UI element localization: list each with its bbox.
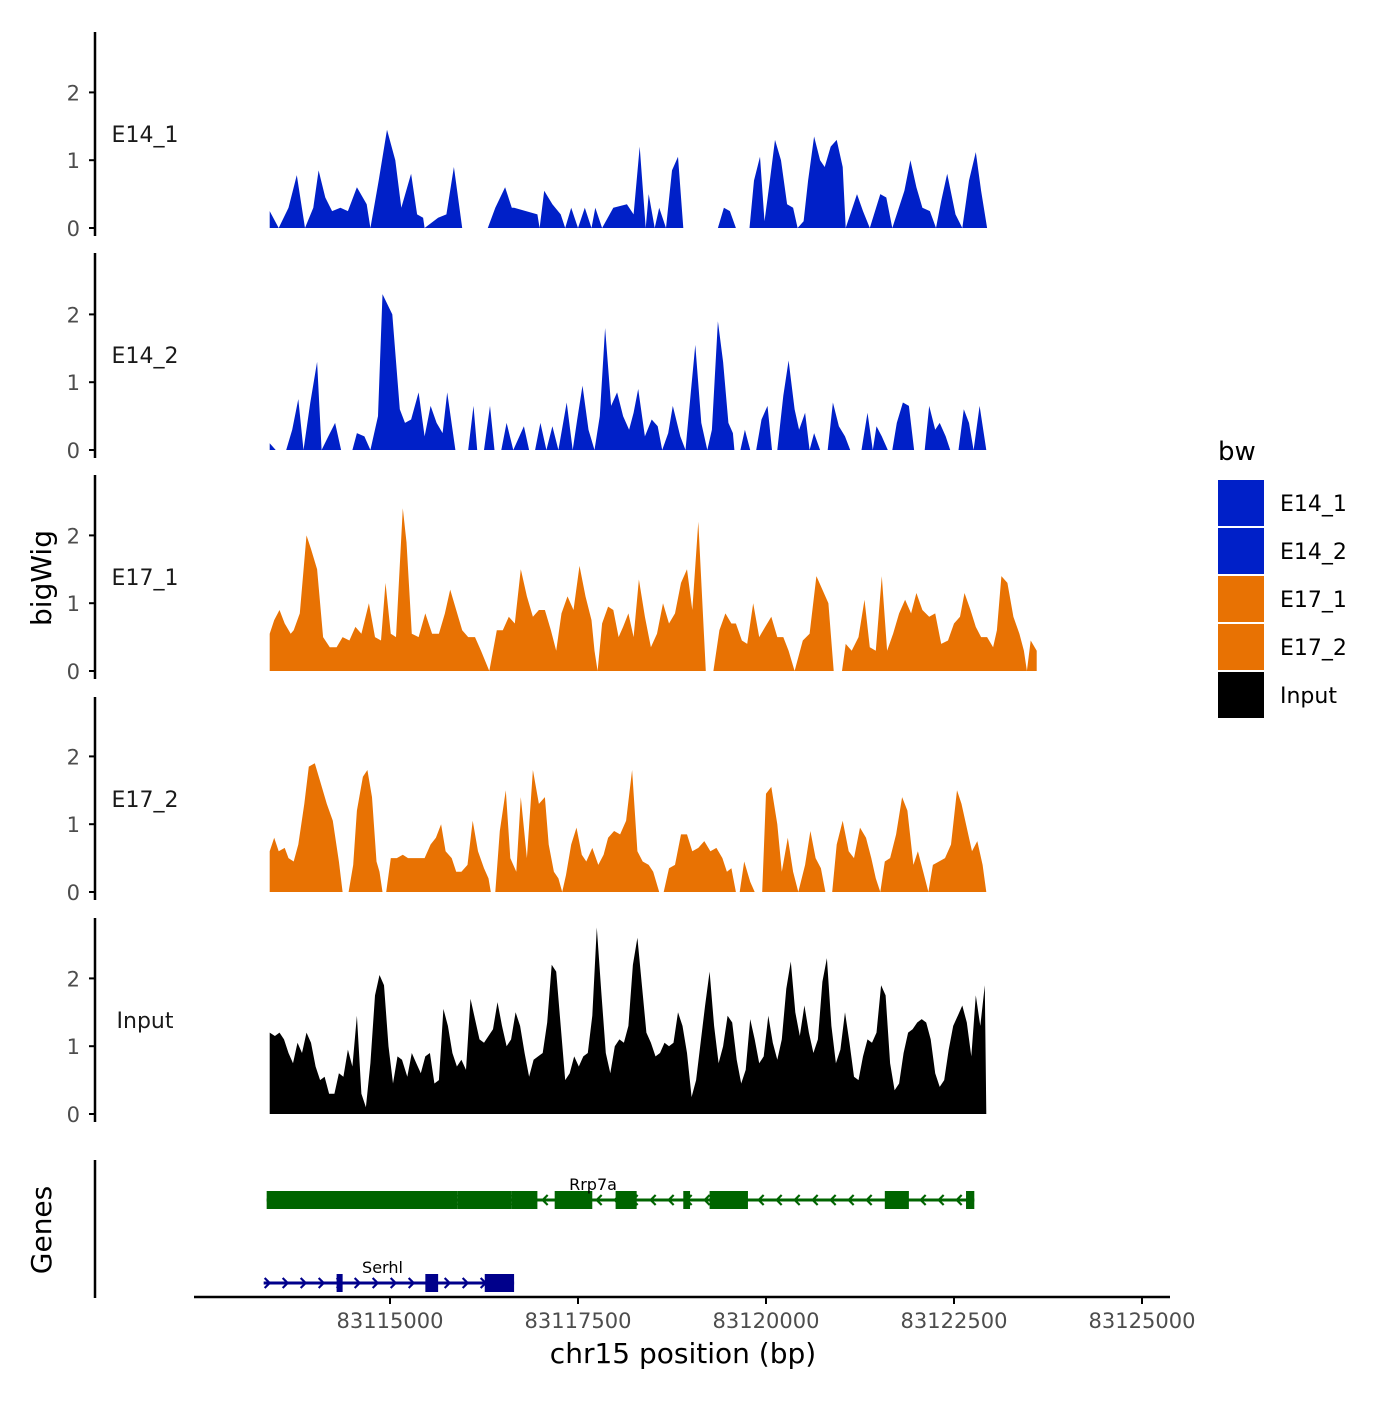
y-tick-label: 1 (67, 149, 80, 173)
strand-arrow (919, 1194, 927, 1206)
strand-arrow (865, 1194, 873, 1206)
strand-arrow (281, 1277, 290, 1289)
strand-arrow (847, 1194, 855, 1206)
x-tick-label: 83122500 (901, 1309, 1008, 1333)
y-tick-label: 2 (67, 524, 80, 548)
genes-axis-label: Genes (25, 1186, 58, 1274)
x-tick-label: 83120000 (713, 1309, 820, 1333)
gene-exon (709, 1191, 748, 1209)
track-label: Input (117, 1009, 174, 1034)
track-E14_1: 0 1 2 E14_1 (67, 32, 988, 241)
strand-arrow (443, 1277, 452, 1289)
gene-Rrp7a: Rrp7a (266, 1175, 975, 1209)
y-tick-label: 2 (67, 967, 80, 991)
legend-swatch-E17_1 (1218, 576, 1264, 622)
gene-exon (615, 1191, 637, 1209)
y-tick-label: 1 (67, 592, 80, 616)
legend-label-Input: Input (1280, 684, 1337, 709)
gene-exon (425, 1274, 439, 1292)
track-E17_1: 0 1 2 E17_1 (67, 475, 1037, 684)
y-tick-label: 2 (67, 303, 80, 327)
y-tick-label: 1 (67, 371, 80, 395)
strand-arrow (389, 1277, 398, 1289)
track-area-E14_1 (269, 129, 988, 228)
track-label: E14_2 (112, 344, 179, 369)
legend-title: bw (1218, 437, 1256, 467)
x-axis: 83115000 83117500 83120000 83122500 83125000 (194, 1295, 1196, 1333)
strand-arrow (371, 1277, 380, 1289)
strand-arrow (703, 1194, 711, 1206)
track-E14_2: 0 1 2 E14_2 (67, 253, 987, 463)
x-tick-label: 83117500 (525, 1309, 632, 1333)
gene-label: Rrp7a (569, 1175, 617, 1194)
x-tick-label: 83115000 (337, 1309, 444, 1333)
gene-exon (554, 1191, 593, 1209)
strand-arrow (461, 1277, 470, 1289)
gene-exon (484, 1274, 515, 1292)
legend-swatch-E14_1 (1218, 480, 1264, 526)
strand-arrow (649, 1194, 657, 1206)
strand-arrow (541, 1194, 549, 1206)
strand-arrow (407, 1277, 416, 1289)
y-tick-label: 0 (67, 1103, 80, 1127)
legend-label-E14_1: E14_1 (1280, 492, 1347, 517)
gene-exon (511, 1191, 538, 1209)
gene-exon (683, 1191, 691, 1209)
y-tick-label: 1 (67, 1035, 80, 1059)
y-tick-label: 0 (67, 660, 80, 684)
y-tick-label: 0 (67, 881, 80, 905)
strand-arrow (811, 1194, 819, 1206)
strand-arrow (757, 1194, 765, 1206)
gene-label: Serhl (362, 1258, 403, 1277)
track-E17_2: 0 1 2 E17_2 (67, 697, 987, 905)
legend-label-E17_1: E17_1 (1280, 588, 1347, 613)
track-label: E17_1 (112, 566, 179, 591)
strand-arrow (263, 1277, 272, 1289)
track-area-Input (269, 927, 987, 1114)
gene-exon (266, 1191, 458, 1209)
track-area-E17_1 (269, 508, 1037, 671)
y-tick-label: 2 (67, 745, 80, 769)
track-area-E17_2 (269, 763, 987, 892)
genes-panel: Rrp7a Serhl (93, 1160, 975, 1298)
strand-arrow (353, 1277, 362, 1289)
strand-arrow (955, 1194, 963, 1206)
gene-Serhl: Serhl (263, 1258, 515, 1292)
x-tick-label: 83125000 (1089, 1309, 1196, 1333)
y-tick-label: 2 (67, 81, 80, 105)
y-tick-label: 0 (67, 439, 80, 463)
legend-swatch-Input (1218, 672, 1264, 718)
x-axis-label: chr15 position (bp) (550, 1337, 816, 1370)
track-Input: 0 1 2 Input (67, 918, 987, 1127)
track-label: E14_1 (112, 123, 179, 148)
legend-label-E17_2: E17_2 (1280, 636, 1347, 661)
strand-arrow (299, 1277, 308, 1289)
track-area-E14_2 (269, 294, 987, 450)
gene-exon (336, 1274, 343, 1292)
legend-swatch-E14_2 (1218, 528, 1264, 574)
y-axis-label: bigWig (25, 530, 58, 626)
legend-swatch-E17_2 (1218, 624, 1264, 670)
y-tick-label: 0 (67, 217, 80, 241)
y-tick-label: 1 (67, 813, 80, 837)
strand-arrow (775, 1194, 783, 1206)
strand-arrow (667, 1194, 675, 1206)
legend-label-E14_2: E14_2 (1280, 540, 1347, 565)
track-label: E17_2 (112, 788, 179, 813)
gene-exon (966, 1191, 975, 1209)
gene-exon (457, 1191, 512, 1209)
tracks: 0 1 2 E14_1 0 1 2 E14_2 0 1 2 E17_1 0 1 2 E17_2 0 1 2 Input (67, 32, 1037, 1127)
strand-arrow (937, 1194, 945, 1206)
gene-exon (884, 1191, 909, 1209)
strand-arrow (595, 1194, 603, 1206)
legend: bw E14_1 E14_2 E17_1 E17_2 Input (1218, 437, 1347, 718)
strand-arrow (793, 1194, 801, 1206)
strand-arrow (317, 1277, 326, 1289)
strand-arrow (829, 1194, 837, 1206)
